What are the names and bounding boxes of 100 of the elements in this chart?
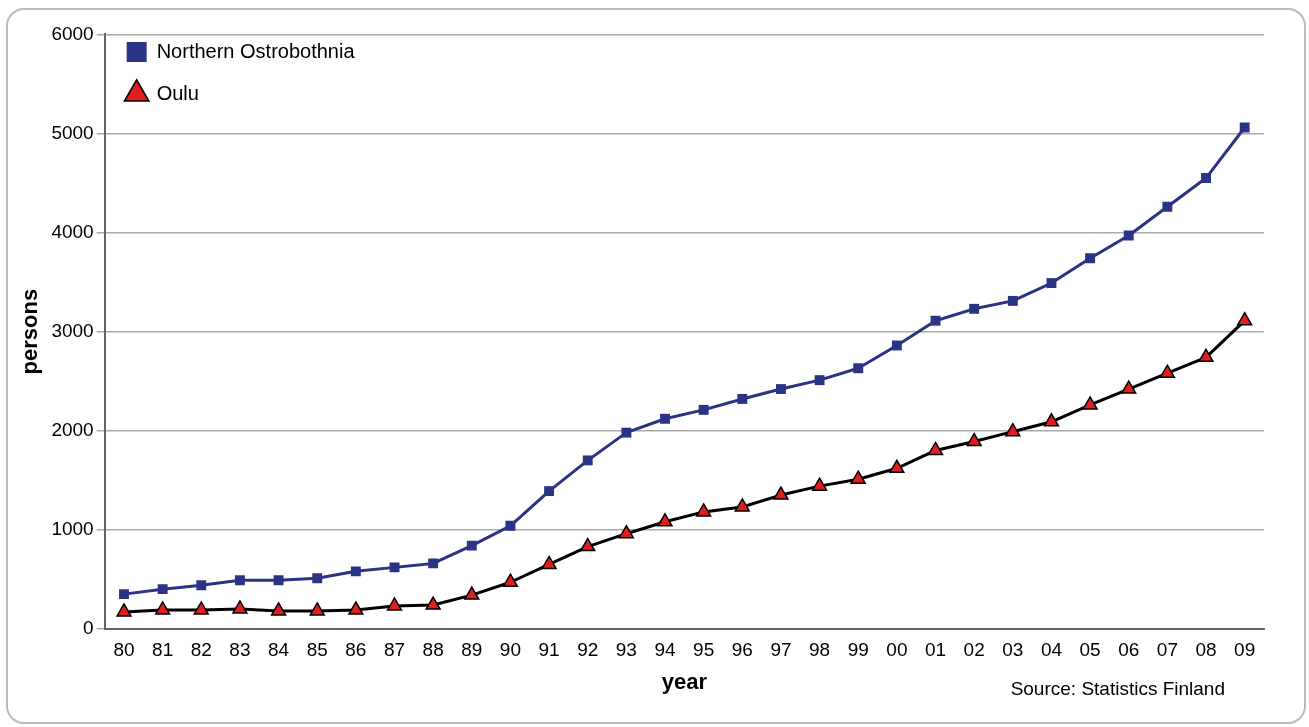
x-tick-label: 99	[847, 639, 869, 661]
point	[154, 601, 171, 615]
point	[811, 477, 828, 491]
x-tick-label: 83	[229, 639, 251, 661]
point	[1159, 364, 1176, 378]
point	[389, 562, 400, 573]
point	[309, 602, 325, 616]
y-axis-title: persons	[17, 288, 43, 375]
point	[1007, 295, 1018, 306]
point	[1043, 413, 1060, 427]
point	[273, 575, 284, 586]
point	[582, 455, 593, 466]
x-tick-label: 05	[1079, 639, 1101, 661]
point	[695, 503, 712, 517]
x-tick-label: 90	[499, 639, 521, 661]
x-tick-label: 09	[1234, 639, 1256, 661]
point	[621, 427, 632, 438]
x-tick-label: 04	[1040, 639, 1063, 661]
point	[814, 375, 825, 386]
x-tick-label: 88	[422, 639, 444, 661]
x-tick-label: 84	[268, 639, 290, 661]
point	[660, 413, 670, 424]
point	[1237, 311, 1253, 326]
point	[1121, 380, 1137, 394]
x-tick-label: 03	[1002, 639, 1024, 661]
point	[1046, 278, 1057, 289]
point	[116, 603, 132, 617]
x-tick-label: 07	[1156, 639, 1178, 661]
point	[193, 601, 209, 615]
point	[776, 384, 786, 395]
point	[502, 573, 519, 587]
y-tick-label: 6000	[51, 22, 94, 44]
legend-label: Oulu	[156, 81, 199, 104]
x-tick-label: 93	[615, 639, 637, 661]
x-axis-title: year	[661, 668, 708, 694]
x-tick-label: 91	[538, 639, 560, 661]
point	[1085, 253, 1096, 264]
point	[428, 558, 439, 569]
point	[889, 459, 905, 474]
point	[1198, 348, 1214, 363]
point	[270, 602, 287, 616]
point	[505, 520, 516, 531]
point	[1005, 422, 1021, 437]
y-tick-label: 1000	[51, 517, 94, 539]
point	[618, 524, 635, 539]
point	[1239, 122, 1250, 133]
y-tick-label: 4000	[51, 220, 94, 242]
x-tick-label: 01	[924, 639, 947, 661]
point	[386, 597, 403, 611]
point	[1123, 230, 1134, 241]
point	[234, 575, 245, 586]
point	[119, 589, 129, 600]
x-tick-label: 06	[1118, 639, 1140, 661]
point	[196, 580, 207, 591]
point	[350, 566, 361, 577]
point	[348, 601, 364, 615]
x-tick-label: 80	[113, 639, 135, 661]
x-tick-label: 94	[654, 639, 677, 661]
x-tick-label: 89	[461, 639, 483, 661]
x-tick-label: 08	[1195, 639, 1217, 661]
x-tick-label: 85	[306, 639, 328, 661]
x-tick-label: 86	[345, 639, 367, 661]
point	[312, 573, 323, 584]
legend-label: Northern Ostrobothnia	[156, 39, 356, 62]
point	[966, 432, 982, 447]
point	[657, 513, 673, 527]
point	[853, 363, 864, 374]
y-tick-label: 0	[83, 617, 94, 639]
point	[930, 315, 941, 326]
point	[580, 537, 596, 552]
point	[464, 586, 480, 600]
point	[773, 486, 789, 500]
source-note: Source: Statistics Finland	[1010, 678, 1225, 700]
x-tick-label: 82	[190, 639, 212, 661]
point	[927, 441, 944, 456]
x-tick-label: 02	[963, 639, 985, 661]
point	[891, 340, 902, 351]
y-tick-label: 5000	[51, 121, 94, 143]
point	[1201, 173, 1211, 183]
x-tick-label: 98	[809, 639, 831, 661]
x-tick-label: 96	[731, 639, 753, 661]
point	[541, 555, 557, 570]
x-tick-label: 81	[152, 639, 174, 661]
x-tick-label: 92	[577, 639, 599, 661]
point	[1162, 201, 1173, 212]
point	[737, 394, 748, 404]
x-tick-label: 00	[886, 639, 908, 661]
point	[698, 404, 709, 415]
point	[969, 303, 980, 314]
point	[425, 596, 441, 610]
point	[157, 584, 168, 595]
x-tick-label: 97	[770, 639, 792, 661]
point	[734, 498, 750, 512]
point	[466, 540, 477, 551]
y-tick-label: 3000	[51, 319, 94, 341]
point	[1082, 396, 1098, 410]
x-tick-label: 87	[383, 639, 406, 661]
point	[232, 600, 248, 614]
point	[850, 470, 866, 484]
point	[544, 486, 555, 497]
